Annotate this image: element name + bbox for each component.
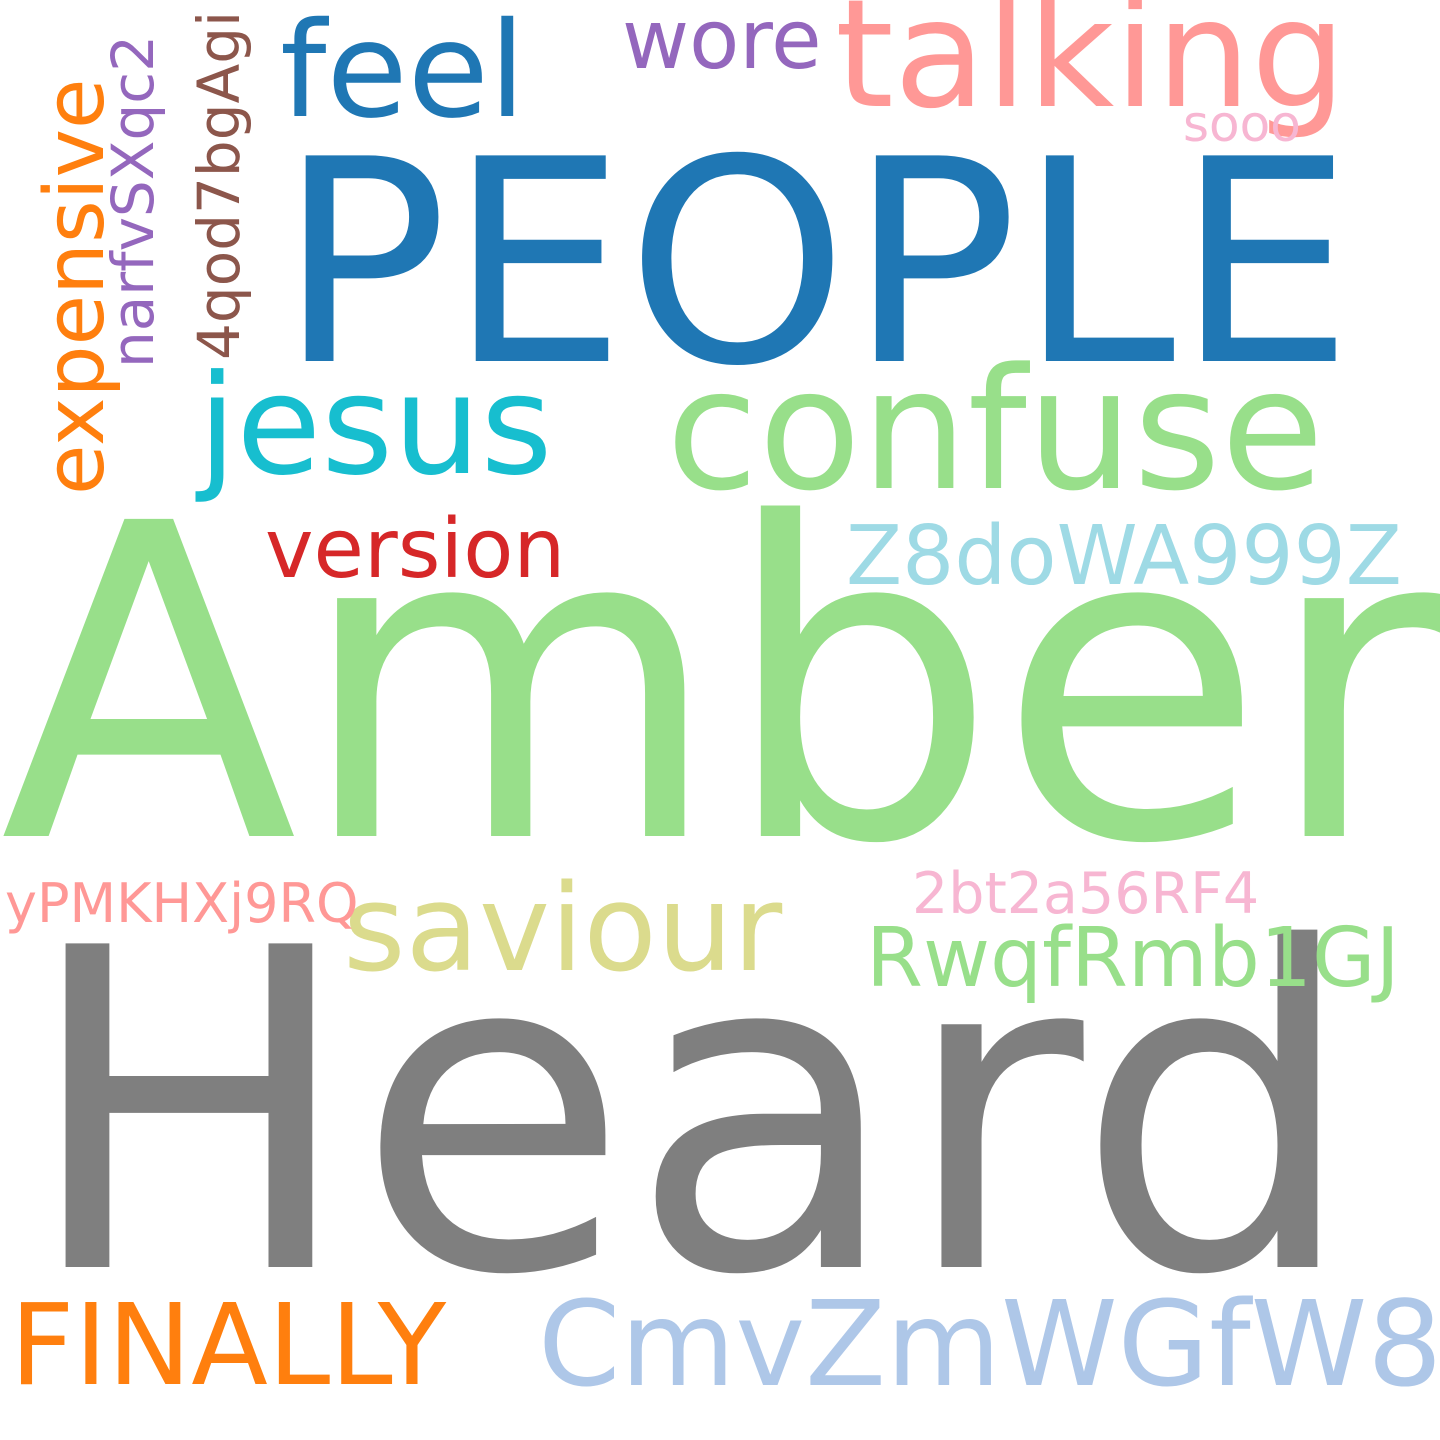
word-amber: Amber (0, 432, 1440, 939)
word-saviour: saviour (343, 860, 783, 999)
word-2bt2a56rf4: 2bt2a56RF4 (912, 861, 1260, 927)
word-4qod7bgagi: 4qod7bgAgi (185, 10, 253, 360)
word-feel: feel (280, 0, 526, 148)
word-wore: wore (622, 0, 822, 88)
word-people: PEOPLE (278, 99, 1354, 428)
word-sooo: sooo (1183, 95, 1301, 153)
word-finally: FINALLY (10, 1281, 447, 1411)
word-heard: Heard (22, 855, 1358, 1372)
word-talking: talking (835, 0, 1347, 142)
word-z8dowa999z: Z8doWA999Z (846, 509, 1402, 604)
word-version: version (265, 502, 566, 597)
word-cmvzmwgfw8: CmvZmWGfW8 (538, 1275, 1440, 1413)
word-ypmkhxj9rq: yPMKHXj9RQ (5, 872, 359, 935)
word-jesus: jesus (198, 345, 553, 506)
word-rwqfrmb1gj: RwqfRmb1GJ (866, 911, 1400, 1006)
word-narfvsxqc2: narfvSXqc2 (99, 34, 167, 368)
word-confuse: confuse (666, 332, 1325, 528)
